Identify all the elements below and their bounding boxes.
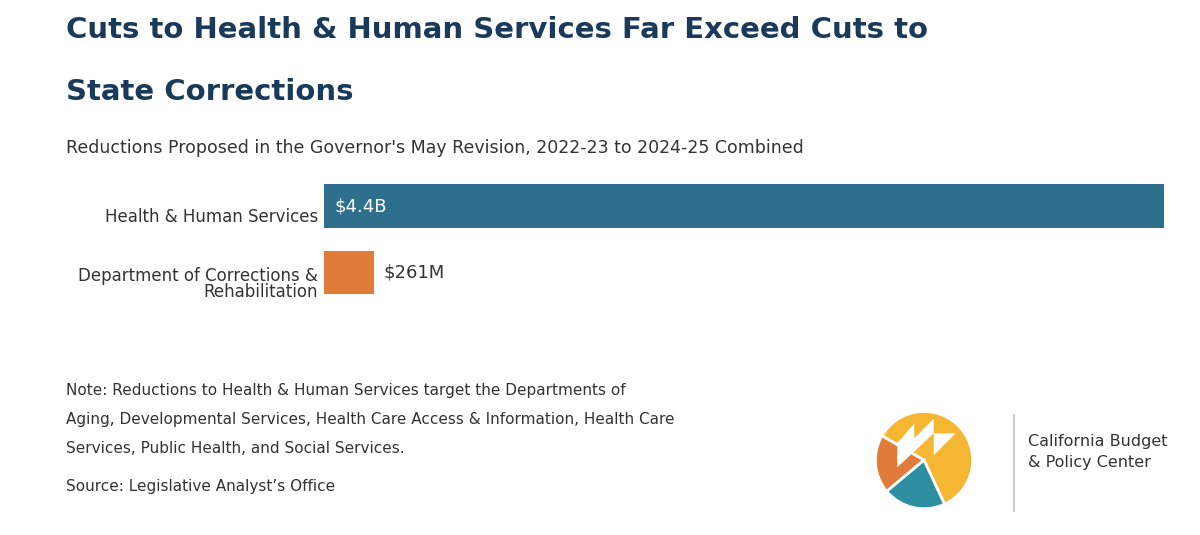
Text: California Budget
& Policy Center: California Budget & Policy Center (1028, 434, 1168, 470)
FancyBboxPatch shape (324, 251, 374, 294)
Text: Services, Public Health, and Social Services.: Services, Public Health, and Social Serv… (66, 441, 404, 456)
Text: Note: Reductions to Health & Human Services target the Departments of: Note: Reductions to Health & Human Servi… (66, 383, 625, 398)
Wedge shape (875, 436, 924, 491)
Wedge shape (882, 411, 973, 504)
Text: $261M: $261M (384, 264, 445, 281)
Text: $4.4B: $4.4B (334, 197, 386, 215)
Text: Source: Legislative Analyst’s Office: Source: Legislative Analyst’s Office (66, 479, 335, 494)
Text: Rehabilitation: Rehabilitation (204, 282, 318, 301)
Text: Department of Corrections &: Department of Corrections & (78, 266, 318, 285)
Text: Reductions Proposed in the Governor's May Revision, 2022-23 to 2024-25 Combined: Reductions Proposed in the Governor's Ma… (66, 139, 804, 157)
Polygon shape (898, 419, 955, 468)
Text: Health & Human Services: Health & Human Services (104, 208, 318, 226)
Text: Aging, Developmental Services, Health Care Access & Information, Health Care: Aging, Developmental Services, Health Ca… (66, 412, 674, 427)
Text: Cuts to Health & Human Services Far Exceed Cuts to: Cuts to Health & Human Services Far Exce… (66, 16, 928, 44)
Text: State Corrections: State Corrections (66, 78, 354, 105)
Wedge shape (887, 460, 944, 509)
FancyBboxPatch shape (324, 185, 1164, 228)
